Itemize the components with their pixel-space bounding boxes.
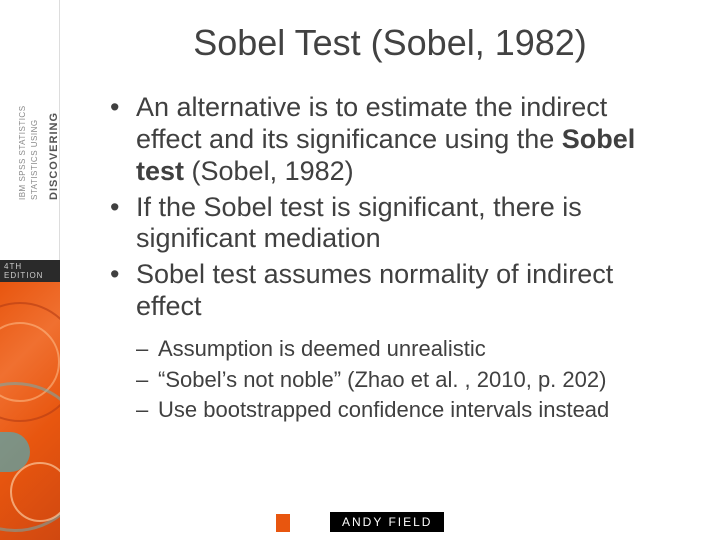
footer-accent bbox=[276, 514, 290, 532]
spine-subtitle-1: STATISTICS USING bbox=[30, 0, 39, 200]
sub-bullet-text: “Sobel’s not noble” (Zhao et al. , 2010,… bbox=[158, 367, 606, 392]
spine-subtitle-2: IBM SPSS STATISTICS bbox=[18, 0, 27, 200]
book-spine: DISCOVERING STATISTICS USING IBM SPSS ST… bbox=[0, 0, 60, 260]
sub-bullet-item: Assumption is deemed unrealistic bbox=[136, 335, 700, 363]
spine-title: DISCOVERING bbox=[48, 0, 60, 200]
bullet-text-pre: An alternative is to estimate the indire… bbox=[136, 92, 607, 154]
bullet-text: Sobel test assumes normality of indirect… bbox=[136, 259, 613, 321]
slide-content: Sobel Test (Sobel, 1982) An alternative … bbox=[80, 0, 700, 540]
bullet-item: An alternative is to estimate the indire… bbox=[110, 92, 680, 188]
sub-bullet-text: Assumption is deemed unrealistic bbox=[158, 336, 486, 361]
bullet-text-post: (Sobel, 1982) bbox=[184, 156, 354, 186]
slide-title: Sobel Test (Sobel, 1982) bbox=[80, 22, 700, 64]
book-cover-art bbox=[0, 282, 60, 540]
bullet-list: An alternative is to estimate the indire… bbox=[80, 92, 700, 323]
sub-bullet-text: Use bootstrapped confidence intervals in… bbox=[158, 397, 609, 422]
author-badge: ANDY FIELD bbox=[330, 512, 444, 532]
sub-bullet-list: Assumption is deemed unrealistic “Sobel’… bbox=[80, 335, 700, 424]
bullet-text: If the Sobel test is significant, there … bbox=[136, 192, 582, 254]
book-sidebar: DISCOVERING STATISTICS USING IBM SPSS ST… bbox=[0, 0, 60, 540]
bullet-item: Sobel test assumes normality of indirect… bbox=[110, 259, 680, 323]
slide-footer: ANDY FIELD bbox=[0, 512, 720, 532]
sub-bullet-item: “Sobel’s not noble” (Zhao et al. , 2010,… bbox=[136, 366, 700, 394]
bullet-item: If the Sobel test is significant, there … bbox=[110, 192, 680, 256]
sub-bullet-item: Use bootstrapped confidence intervals in… bbox=[136, 396, 700, 424]
edition-bar: 4TH EDITION bbox=[0, 260, 60, 282]
